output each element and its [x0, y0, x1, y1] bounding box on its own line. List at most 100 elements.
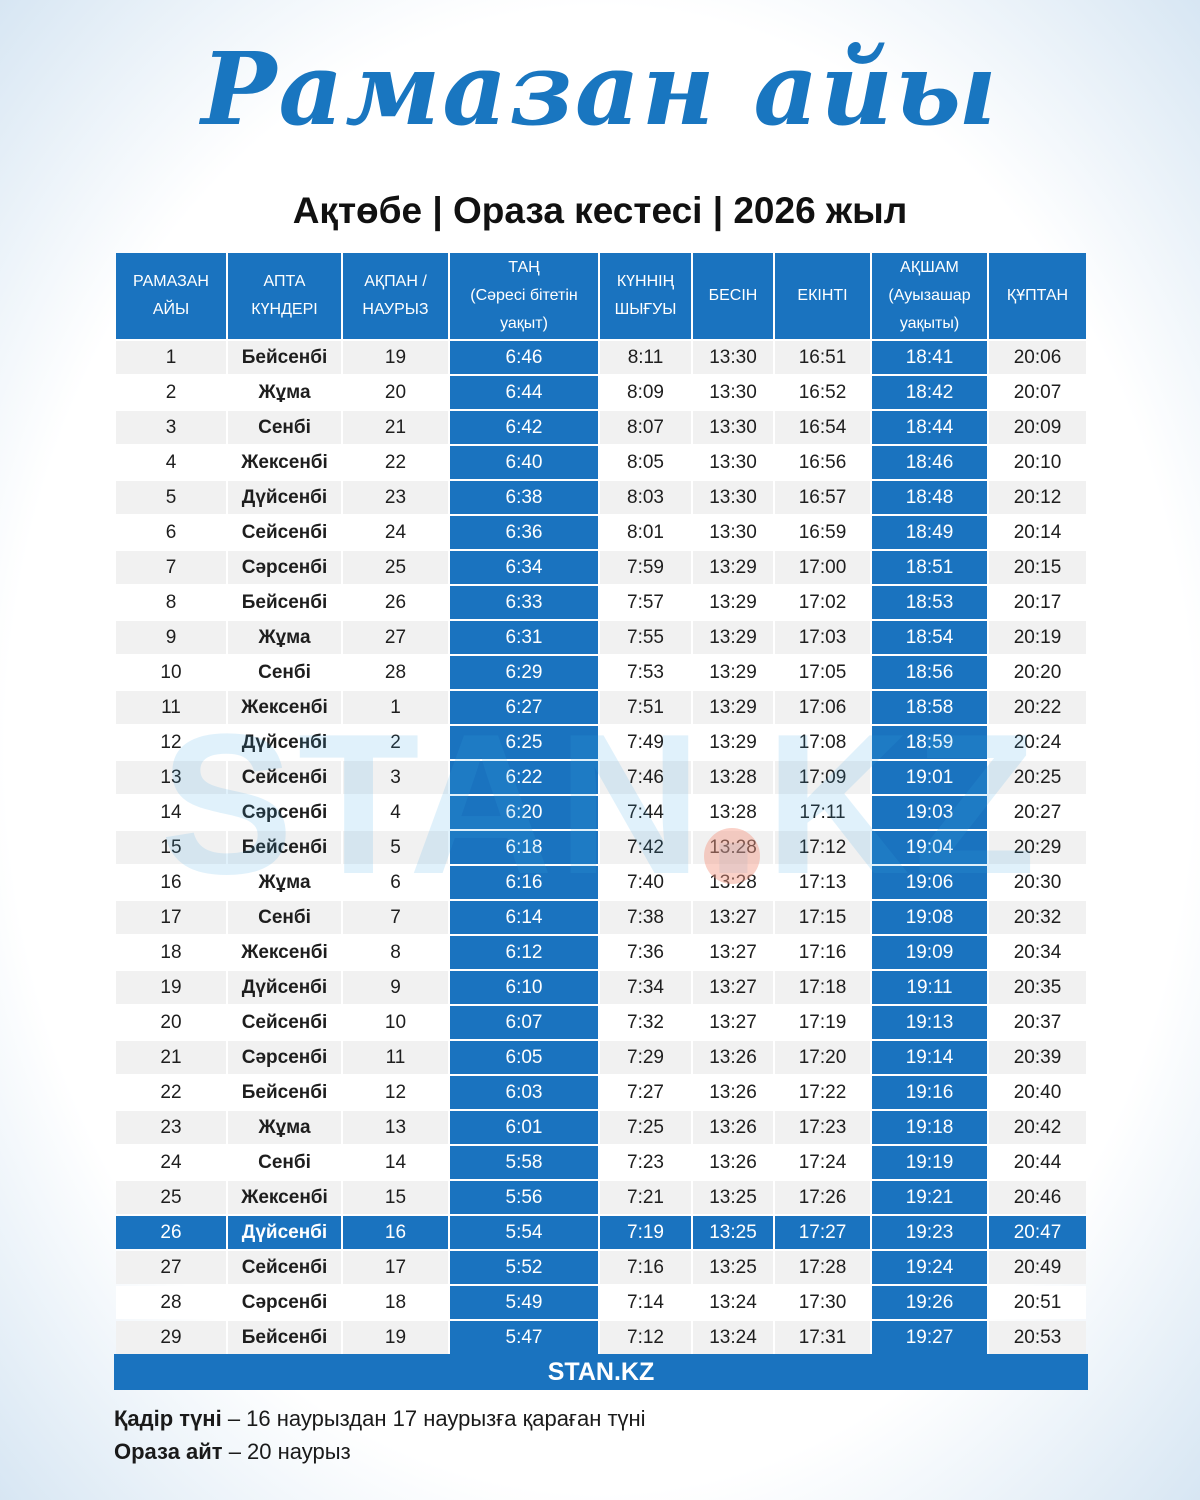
- table-cell: 7:16: [600, 1251, 691, 1284]
- table-row: 17 Сенбі 7 6:14 7:38 13:27 17:15 19:08 20:32: [116, 901, 1086, 934]
- table-cell: Бейсенбі: [228, 831, 341, 864]
- table-cell: Дүйсенбі: [228, 726, 341, 759]
- table-row: 25 Жексенбі 15 5:56 7:21 13:25 17:26 19:21 20:46: [116, 1181, 1086, 1214]
- table-row: 12 Дүйсенбі 2 6:25 7:49 13:29 17:08 18:59 20:24: [116, 726, 1086, 759]
- table-cell: 7:12: [600, 1321, 691, 1354]
- table-row: 16 Жұма 6 6:16 7:40 13:28 17:13 19:06 20:30: [116, 866, 1086, 899]
- table-cell: 18:42: [872, 376, 987, 409]
- table-cell: 13:28: [693, 831, 773, 864]
- footer-logo-bar: STAN.KZ: [114, 1354, 1088, 1390]
- table-cell: 9: [343, 971, 448, 1004]
- table-cell: 20:49: [989, 1251, 1086, 1284]
- note-qadir: Қадір түні – 16 наурыздан 17 наурызға қа…: [114, 1402, 646, 1435]
- table-row: 22 Бейсенбі 12 6:03 7:27 13:26 17:22 19:16 20:40: [116, 1076, 1086, 1109]
- table-row: 14 Сәрсенбі 4 6:20 7:44 13:28 17:11 19:03 20:27: [116, 796, 1086, 829]
- table-cell: 6:36: [450, 516, 598, 549]
- table-cell: 23: [343, 481, 448, 514]
- footer-logo: STAN.KZ: [547, 1358, 655, 1386]
- table-cell: 4: [343, 796, 448, 829]
- column-header-line: уақыты): [899, 315, 960, 332]
- table-cell: Сейсенбі: [228, 1006, 341, 1039]
- table-cell: Сенбі: [228, 656, 341, 689]
- table-cell: Сәрсенбі: [228, 1041, 341, 1074]
- table-cell: 20:24: [989, 726, 1086, 759]
- table-cell: 17:00: [775, 551, 870, 584]
- table-cell: 7:38: [600, 901, 691, 934]
- table-cell: 13:26: [693, 1146, 773, 1179]
- table-body: 1 Бейсенбі 19 6:46 8:11 13:30 16:51 18:41 20:06 2…: [116, 341, 1086, 1354]
- table-cell: 25: [343, 551, 448, 584]
- table-cell: 19:18: [872, 1111, 987, 1144]
- table-row: 26 Дүйсенбі 16 5:54 7:19 13:25 17:27 19:23 20:47: [116, 1216, 1086, 1249]
- table-cell: 19:24: [872, 1251, 987, 1284]
- table-cell: Жексенбі: [228, 1181, 341, 1214]
- table-cell: 6:01: [450, 1111, 598, 1144]
- table-cell: 20:40: [989, 1076, 1086, 1109]
- column-header-line: (Сәресі бітетін: [470, 287, 578, 304]
- table-row: 29 Бейсенбі 19 5:47 7:12 13:24 17:31 19:27 20:53: [116, 1321, 1086, 1354]
- table-cell: 20:44: [989, 1146, 1086, 1179]
- table-cell: 13: [116, 761, 226, 794]
- table-cell: 17:03: [775, 621, 870, 654]
- table-row: 24 Сенбі 14 5:58 7:23 13:26 17:24 19:19 20:44: [116, 1146, 1086, 1179]
- table-cell: 29: [116, 1321, 226, 1354]
- table-cell: 27: [343, 621, 448, 654]
- table-cell: 6:44: [450, 376, 598, 409]
- table-cell: 20: [343, 376, 448, 409]
- table-cell: 22: [116, 1076, 226, 1109]
- table-cell: 13:29: [693, 586, 773, 619]
- table-cell: Жұма: [228, 621, 341, 654]
- table-cell: 20:32: [989, 901, 1086, 934]
- table-cell: 20:37: [989, 1006, 1086, 1039]
- column-header: ЕКІНТІ: [775, 253, 870, 339]
- table-cell: 3: [343, 761, 448, 794]
- table-cell: 13:26: [693, 1041, 773, 1074]
- table-cell: 7:14: [600, 1286, 691, 1319]
- table-cell: 6: [116, 516, 226, 549]
- table-cell: 20:07: [989, 376, 1086, 409]
- table-cell: 18:56: [872, 656, 987, 689]
- table-cell: 20:15: [989, 551, 1086, 584]
- table-row: 10 Сенбі 28 6:29 7:53 13:29 17:05 18:56 20:20: [116, 656, 1086, 689]
- table-cell: 13:29: [693, 726, 773, 759]
- table-cell: 7: [343, 901, 448, 934]
- table-cell: 20:06: [989, 341, 1086, 374]
- table-cell: 7:29: [600, 1041, 691, 1074]
- column-header-line: АҚШАМ: [900, 259, 959, 276]
- table-cell: 19:11: [872, 971, 987, 1004]
- table-cell: 19:23: [872, 1216, 987, 1249]
- table-cell: 13:27: [693, 971, 773, 1004]
- table-cell: 20:10: [989, 446, 1086, 479]
- table-cell: 24: [116, 1146, 226, 1179]
- column-header-line: НАУРЫЗ: [362, 301, 429, 318]
- table-cell: 13:26: [693, 1111, 773, 1144]
- table-cell: 6:07: [450, 1006, 598, 1039]
- table-cell: 20:47: [989, 1216, 1086, 1249]
- table-cell: 20:30: [989, 866, 1086, 899]
- table-cell: 7:42: [600, 831, 691, 864]
- table-cell: 17:09: [775, 761, 870, 794]
- column-header-line: ТАҢ: [508, 259, 540, 276]
- table-cell: 12: [343, 1076, 448, 1109]
- column-header: ТАҢ (Сәресі бітетін уақыт): [450, 253, 598, 339]
- table-cell: 5:58: [450, 1146, 598, 1179]
- table-cell: 7:36: [600, 936, 691, 969]
- table-row: 21 Сәрсенбі 11 6:05 7:29 13:26 17:20 19:14 20:39: [116, 1041, 1086, 1074]
- column-header-line: КҮННІҢ: [616, 273, 675, 290]
- table-cell: 7:51: [600, 691, 691, 724]
- table-cell: 18:54: [872, 621, 987, 654]
- table-cell: Сенбі: [228, 901, 341, 934]
- table-cell: 24: [343, 516, 448, 549]
- table-cell: 6:12: [450, 936, 598, 969]
- table-cell: Сәрсенбі: [228, 796, 341, 829]
- table-cell: 13: [343, 1111, 448, 1144]
- table-row: 20 Сейсенбі 10 6:07 7:32 13:27 17:19 19:13 20:37: [116, 1006, 1086, 1039]
- table-cell: Жексенбі: [228, 691, 341, 724]
- table-cell: 22: [343, 446, 448, 479]
- table-row: 8 Бейсенбі 26 6:33 7:57 13:29 17:02 18:53 20:17: [116, 586, 1086, 619]
- table-cell: 20:35: [989, 971, 1086, 1004]
- table-cell: 20:25: [989, 761, 1086, 794]
- table-cell: 23: [116, 1111, 226, 1144]
- table-cell: 20:34: [989, 936, 1086, 969]
- table-cell: 13:29: [693, 691, 773, 724]
